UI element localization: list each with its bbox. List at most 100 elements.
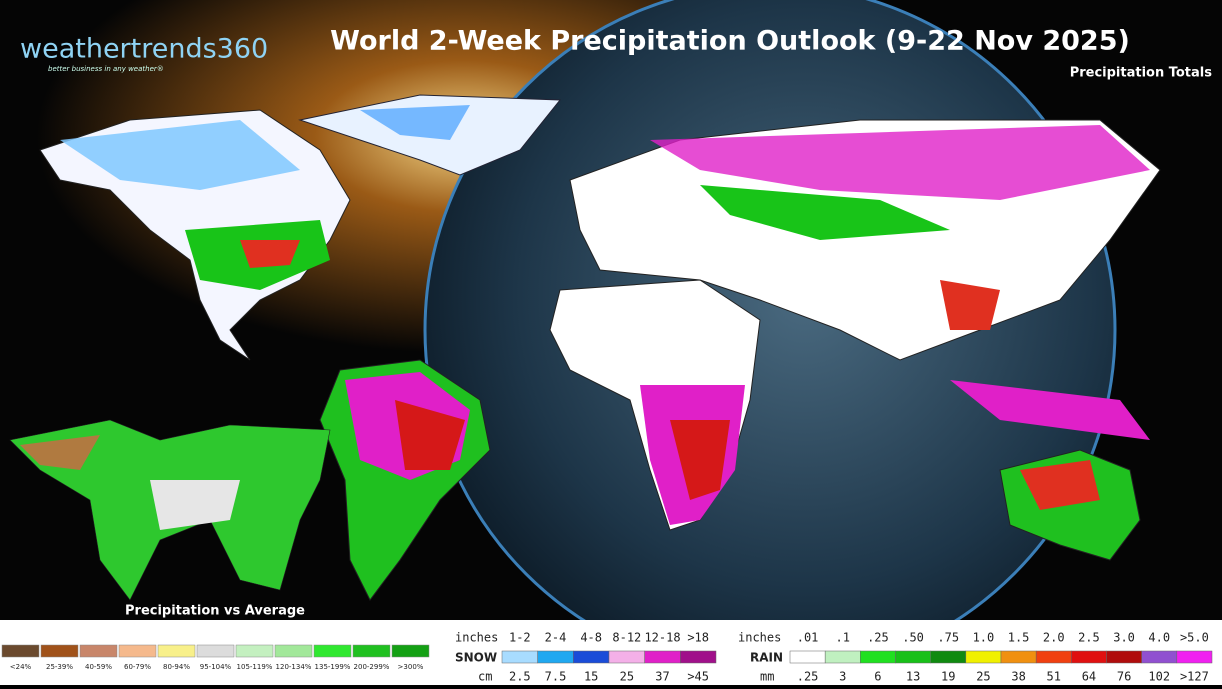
legend-label: 200-299% [354, 663, 390, 671]
legend-label: 1-2 [509, 631, 531, 645]
legend-label: 6 [874, 670, 881, 684]
legend-label: 4.0 [1148, 631, 1170, 645]
legend-label: .25 [797, 670, 819, 684]
legend-label: >45 [687, 670, 709, 684]
inset-label: Precipitation vs Average [125, 604, 305, 619]
legend-swatch [235, 644, 274, 658]
islands [950, 380, 1150, 440]
legend-label: 25 [976, 670, 990, 684]
legend-label: 76 [1117, 670, 1131, 684]
legend-swatch [824, 650, 861, 664]
legend-label: .50 [902, 631, 924, 645]
legend-label: 3.0 [1113, 631, 1135, 645]
legend-swatch [391, 644, 430, 658]
snow-patch [650, 125, 1150, 200]
legend-label: 2.0 [1043, 631, 1065, 645]
legend-label: 2.5 [1078, 631, 1100, 645]
legend-swatch [501, 650, 538, 664]
legend-label: 1.5 [1008, 631, 1030, 645]
legend-label: <24% [10, 663, 32, 671]
legend-swatch [40, 644, 79, 658]
legend-label: 25-39% [46, 663, 73, 671]
inset-patch [20, 435, 100, 470]
unit-label: mm [760, 670, 774, 684]
legend-label: .1 [836, 631, 850, 645]
legend-label: 105-119% [237, 663, 273, 671]
legend-swatch [1035, 650, 1072, 664]
legend-label: 37 [655, 670, 669, 684]
unit-label: inches [455, 631, 498, 645]
legend-swatch [313, 644, 352, 658]
legend-label: 12-18 [644, 631, 680, 645]
unit-label: inches [738, 631, 781, 645]
legend-label: 2.5 [509, 670, 531, 684]
legend-swatch [965, 650, 1002, 664]
rain-patch [1020, 460, 1100, 510]
legend-swatch [1, 644, 40, 658]
rain-patch [240, 240, 300, 268]
rain-patch [395, 400, 465, 470]
legend-swatch [789, 650, 826, 664]
legend-label: 120-134% [276, 663, 312, 671]
legend-label: 40-59% [85, 663, 112, 671]
legend-label: 4-8 [580, 631, 602, 645]
snow-patch [60, 120, 300, 190]
legend-swatch [118, 644, 157, 658]
legend-label: 3 [839, 670, 846, 684]
legend-swatch [680, 650, 717, 664]
legend-label: 15 [584, 670, 598, 684]
legend-label: 13 [906, 670, 920, 684]
legend-swatch [79, 644, 118, 658]
rain-patch [700, 185, 950, 240]
legend-label: 8-12 [612, 631, 641, 645]
legend-swatch [1176, 650, 1213, 664]
rain-patch [940, 280, 1000, 330]
legend-swatch [644, 650, 681, 664]
legend-label: 1.0 [973, 631, 995, 645]
legend-label: 60-79% [124, 663, 151, 671]
legend-swatch [274, 644, 313, 658]
legend-label: >5.0 [1180, 631, 1209, 645]
legend-name: SNOW [455, 651, 497, 665]
logo: weathertrends360 [20, 34, 268, 65]
legend-label: 51 [1047, 670, 1061, 684]
rain-patch [670, 420, 730, 500]
legend-swatch [573, 650, 610, 664]
inset-patch [150, 480, 240, 530]
unit-label: cm [478, 670, 492, 684]
legend-label: 102 [1148, 670, 1170, 684]
legend-label: .75 [937, 631, 959, 645]
legend-swatch [352, 644, 391, 658]
legend-label: 135-199% [315, 663, 351, 671]
legend-swatch [608, 650, 645, 664]
legend-label: 19 [941, 670, 955, 684]
legend-swatch [930, 650, 967, 664]
legend-swatch [895, 650, 931, 664]
legend-name: RAIN [750, 651, 783, 665]
legend-label: >18 [687, 631, 709, 645]
legend-label: 25 [620, 670, 634, 684]
legend-swatch [1106, 650, 1142, 664]
legend-swatch [1141, 650, 1178, 664]
legend-swatch [860, 650, 896, 664]
legend-swatch [157, 644, 196, 658]
legend-label: .25 [867, 631, 889, 645]
snow-patch [360, 105, 470, 140]
legend-swatch [196, 644, 235, 658]
legend-label: 38 [1011, 670, 1025, 684]
legend-label: 95-104% [200, 663, 232, 671]
title: World 2-Week Precipitation Outlook (9-22… [330, 26, 1130, 57]
legend-label: 80-94% [163, 663, 190, 671]
legend-swatch [1071, 650, 1107, 664]
legend-label: >300% [398, 663, 424, 671]
subtitle: Precipitation Totals [1070, 66, 1213, 81]
legend-swatch [537, 650, 574, 664]
legend-label: 7.5 [545, 670, 567, 684]
legend-label: 2-4 [545, 631, 567, 645]
legend-swatch [1000, 650, 1037, 664]
legend-label: 64 [1082, 670, 1096, 684]
legend-label: >127 [1180, 670, 1209, 684]
legend-label: .01 [797, 631, 819, 645]
